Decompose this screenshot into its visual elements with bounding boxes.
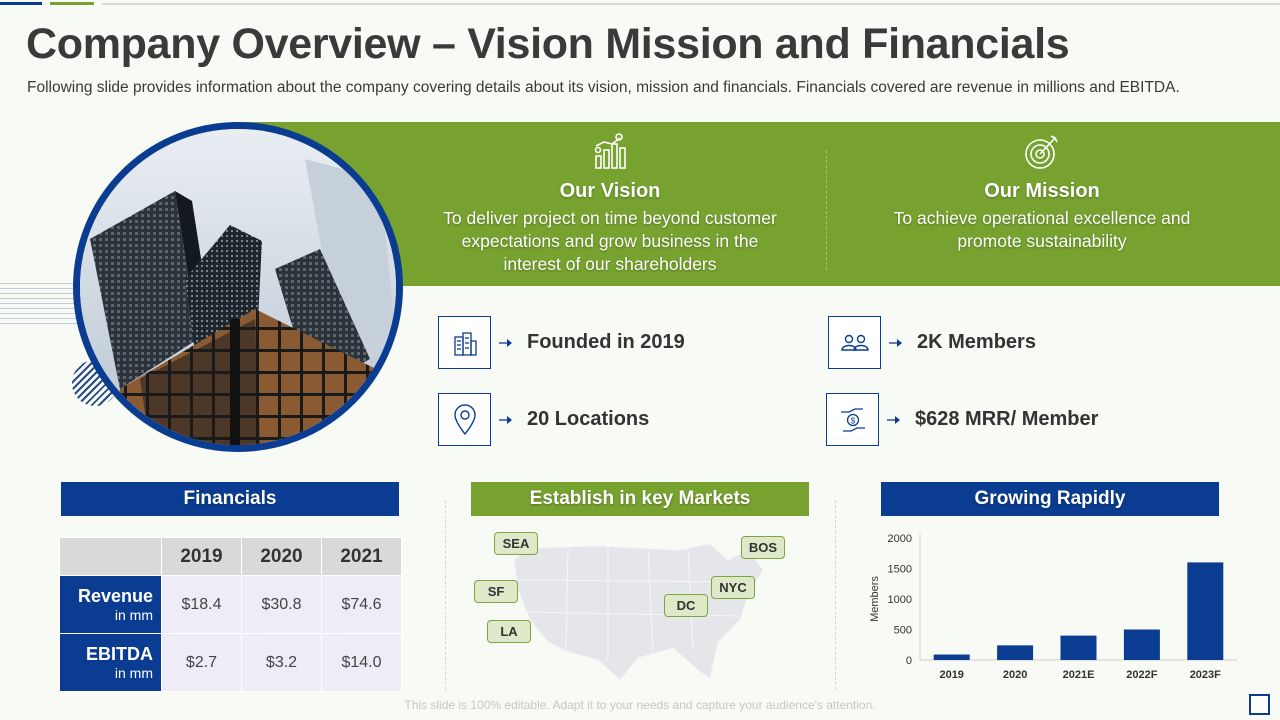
city-tag-sea: SEA <box>494 532 538 555</box>
table-row: EBITDA in mm $2.7 $3.2 $14.0 <box>59 633 402 692</box>
year-header: 2019 <box>161 537 242 576</box>
accent-line-blue <box>0 2 42 5</box>
markets-heading: Establish in key Markets <box>471 482 809 516</box>
money-hand-icon: $ <box>826 393 879 446</box>
building-icon <box>438 316 491 369</box>
mission-block: Our Mission To achieve operational excel… <box>842 132 1242 253</box>
arrow-right-icon <box>491 415 521 425</box>
table-corner-cell <box>59 537 162 576</box>
table-cell: $18.4 <box>161 575 242 634</box>
stat-mrr: $ $628 MRR/ Member <box>826 393 1098 446</box>
stat-locations-text: 20 Locations <box>527 408 650 430</box>
arrow-right-icon <box>491 338 521 348</box>
decorative-lines <box>0 283 80 327</box>
mission-title: Our Mission <box>984 180 1100 202</box>
table-header-row: 2019 2020 2021 <box>59 537 402 576</box>
top-accent-lines <box>0 2 1280 6</box>
vision-line: To deliver project on time beyond custom… <box>443 208 777 228</box>
arrow-right-icon <box>879 415 909 425</box>
row-label: Revenue <box>77 585 153 606</box>
bar <box>1187 562 1224 660</box>
skyscraper-photo <box>73 122 403 452</box>
city-tag-dc: DC <box>664 594 708 617</box>
stat-locations: 20 Locations <box>438 393 649 446</box>
corner-square <box>1249 694 1270 715</box>
bar <box>1060 635 1097 660</box>
section-divider <box>835 500 836 690</box>
year-header: 2020 <box>241 537 322 576</box>
row-unit: in mm <box>114 664 153 681</box>
y-tick-label: 1000 <box>888 594 912 606</box>
section-divider <box>445 500 446 690</box>
page-title: Company Overview – Vision Mission and Fi… <box>26 20 1070 68</box>
band-divider <box>826 150 827 270</box>
vision-line: expectations and grow business in the <box>461 231 759 251</box>
mission-text: To achieve operational excellence and pr… <box>842 207 1242 253</box>
row-label-ebitda: EBITDA in mm <box>59 633 162 692</box>
financials-heading: Financials <box>61 482 399 516</box>
year-header: 2021 <box>321 537 402 576</box>
y-tick-label: 1500 <box>888 564 912 576</box>
bar <box>1123 629 1160 660</box>
city-tag-sf: SF <box>474 580 518 603</box>
row-unit: in mm <box>114 606 153 623</box>
location-pin-icon <box>438 393 491 446</box>
stat-mrr-text: $628 MRR/ Member <box>915 408 1099 430</box>
financials-table: 2019 2020 2021 Revenue in mm $18.4 $30.8… <box>59 537 402 692</box>
arrow-right-icon <box>881 338 911 348</box>
stat-founded: Founded in 2019 <box>438 316 685 369</box>
page-subtitle: Following slide provides information abo… <box>27 79 1180 96</box>
city-tag-nyc: NYC <box>711 576 755 599</box>
target-icon <box>842 132 1242 172</box>
people-icon <box>828 316 881 369</box>
members-bar-chart: 0 500 1000 1500 2000 2019 2020 2021E 2022F 2023F M… <box>869 533 1237 681</box>
table-cell: $30.8 <box>241 575 322 634</box>
table-cell: $3.2 <box>241 633 322 692</box>
x-tick-label: 2021E <box>1063 669 1095 681</box>
footer-note: This slide is 100% editable. Adapt it to… <box>404 698 876 712</box>
x-tick-label: 2023F <box>1190 669 1221 681</box>
stat-members-text: 2K Members <box>917 331 1036 353</box>
stat-members: 2K Members <box>828 316 1036 369</box>
mission-line: promote sustainability <box>957 231 1127 251</box>
y-tick-label: 500 <box>894 625 912 637</box>
vision-title: Our Vision <box>559 180 661 202</box>
y-axis-label: Members <box>869 576 881 622</box>
table-cell: $14.0 <box>321 633 402 692</box>
growth-heading: Growing Rapidly <box>881 482 1219 516</box>
x-tick-label: 2022F <box>1126 669 1157 681</box>
table-row: Revenue in mm $18.4 $30.8 $74.6 <box>59 575 402 634</box>
x-tick-label: 2019 <box>939 669 963 681</box>
y-tick-label: 2000 <box>888 533 912 545</box>
mission-line: To achieve operational excellence and <box>893 208 1191 228</box>
row-label: EBITDA <box>86 643 153 664</box>
bar <box>997 645 1034 660</box>
accent-line-gray <box>102 3 1280 5</box>
row-label-revenue: Revenue in mm <box>59 575 162 634</box>
y-tick-label: 0 <box>906 655 912 667</box>
vision-mission-band <box>232 122 1280 286</box>
bar <box>933 654 970 660</box>
city-tag-la: LA <box>487 620 531 643</box>
us-map <box>448 520 808 700</box>
stat-founded-text: Founded in 2019 <box>527 331 685 353</box>
x-tick-label: 2020 <box>1003 669 1027 681</box>
vision-text: To deliver project on time beyond custom… <box>410 207 810 276</box>
city-tag-bos: BOS <box>741 536 785 559</box>
vision-line: interest of our shareholders <box>503 254 717 274</box>
table-cell: $2.7 <box>161 633 242 692</box>
svg-text:$: $ <box>850 416 855 425</box>
accent-line-green <box>50 2 94 5</box>
growth-chart-icon <box>410 132 810 172</box>
skyscraper-illustration <box>80 129 396 445</box>
vision-block: Our Vision To deliver project on time be… <box>410 132 810 276</box>
table-cell: $74.6 <box>321 575 402 634</box>
